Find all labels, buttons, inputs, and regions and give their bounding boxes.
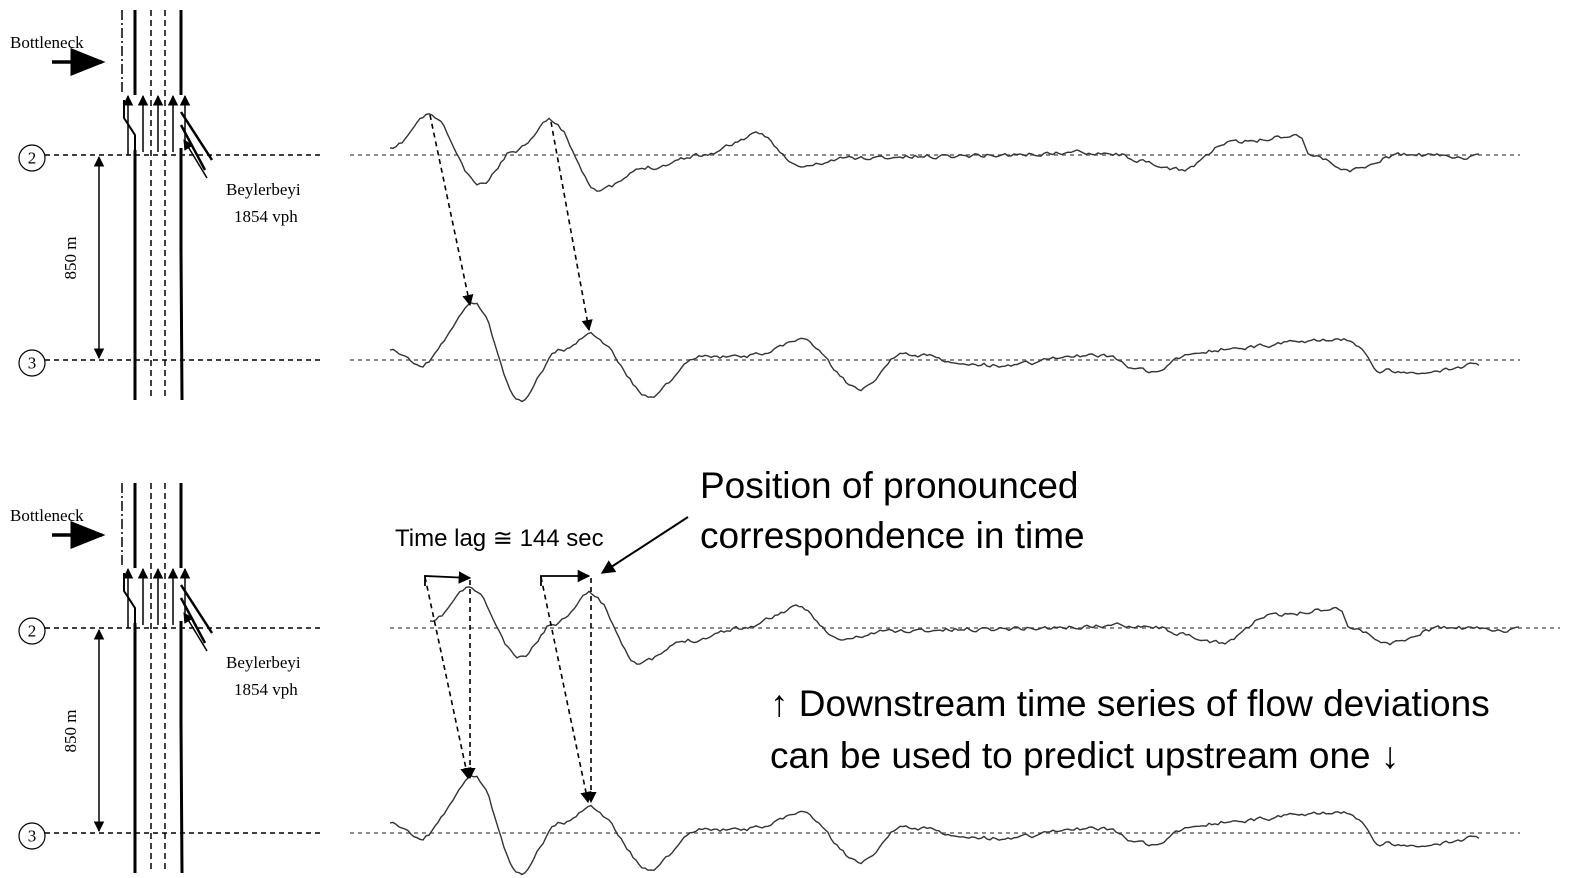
station-label: 3 [28,354,37,373]
upstream-series [389,113,1480,192]
station-marker [18,617,46,645]
road-edge [179,148,184,401]
ramp-name: Beylerbeyi [226,180,301,199]
prediction-line: can be used to predict upstream one ↓ [770,735,1399,776]
panel: Bottleneck 2 3 850 m Beylerbeyi 1854 vph [10,483,1560,876]
distance-label: 850 m [61,710,80,753]
station-label: 2 [28,622,37,641]
station-marker [18,349,46,377]
merge-taper [123,100,136,150]
annotations: Time lag ≅ 144 sec Position of pronounce… [395,114,1490,804]
downstream-series [389,775,1480,876]
position-line: correspondence in time [700,515,1085,556]
prediction-line: ↑ Downstream time series of flow deviati… [770,683,1490,724]
lag-lines [424,114,597,804]
station-marker [18,822,46,850]
bottleneck-label: Bottleneck [10,506,84,525]
station-label: 2 [28,149,37,168]
ramp-name: Beylerbeyi [226,653,301,672]
panel: Bottleneck 2 3 850 m Beylerbeyi 1854 vph [10,10,1520,403]
merge-taper [123,573,136,623]
lag-brackets [424,569,591,586]
distance-label: 850 m [61,237,80,280]
station-label: 3 [28,827,37,846]
ramp-flow: 1854 vph [234,207,298,226]
ramp-arrow [183,612,208,652]
ramp-arrow [183,139,208,179]
upstream-series [429,586,1520,665]
position-line: Position of pronounced [700,465,1079,506]
downstream-series [389,302,1480,403]
time-lag: Time lag ≅ 144 sec [395,525,604,552]
pointer-arrow [600,516,689,574]
road-edge [179,621,184,874]
ramp-flow: 1854 vph [234,680,298,699]
station-marker [18,144,46,172]
bottleneck-label: Bottleneck [10,33,84,52]
